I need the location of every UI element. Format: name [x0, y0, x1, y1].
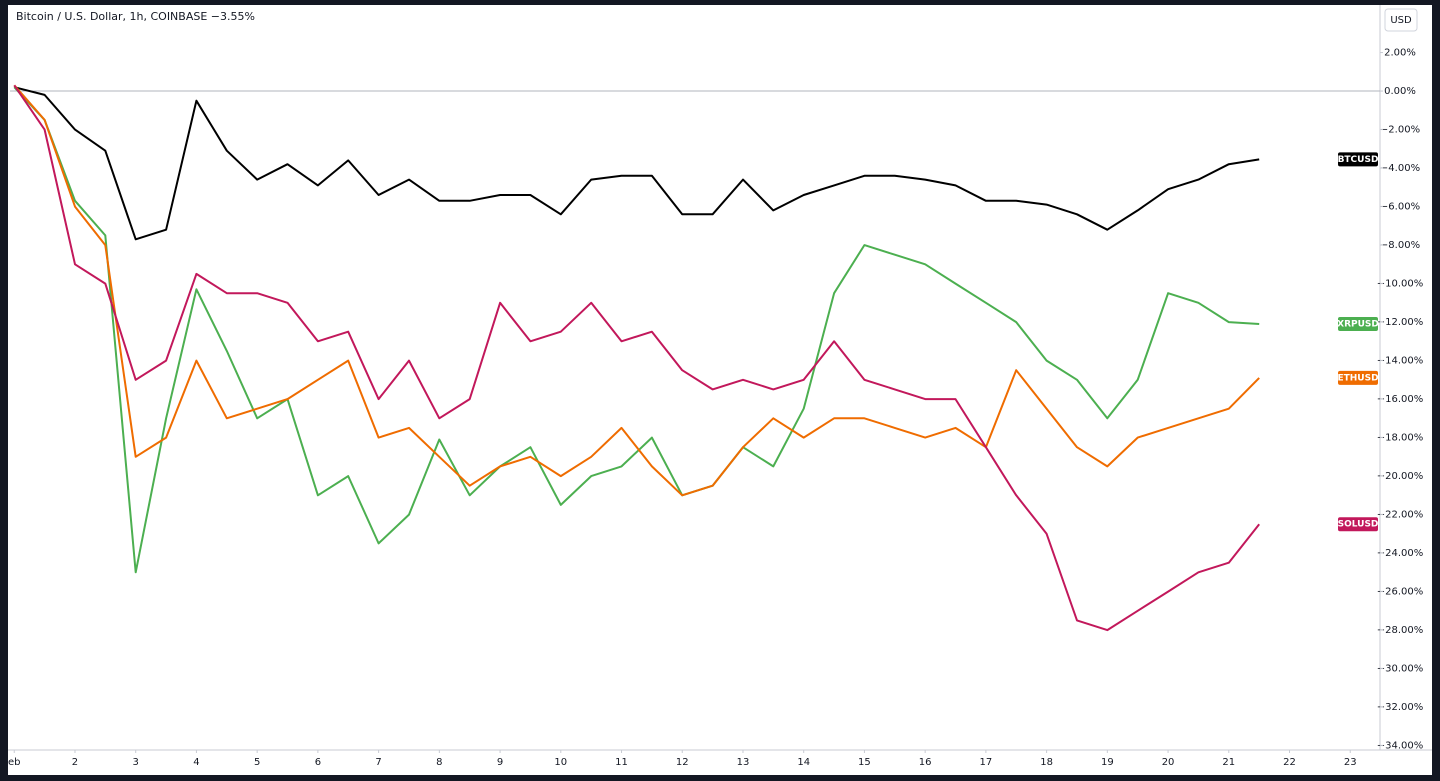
- x-tick-label: 13: [737, 757, 750, 768]
- series-tag-bg: [1338, 370, 1378, 385]
- x-tick-label: 18: [1040, 757, 1053, 768]
- chart-background: [8, 5, 1432, 775]
- y-tick-label: −18.00%: [1377, 433, 1424, 444]
- x-tick-label: 22: [1283, 757, 1296, 768]
- x-tick-label: 16: [919, 757, 932, 768]
- series-tag: ETHUSD: [1337, 373, 1378, 383]
- y-tick-label: −30.00%: [1377, 664, 1424, 675]
- y-tick-label: −32.00%: [1377, 702, 1424, 713]
- y-tick-label: −20.00%: [1377, 471, 1424, 482]
- y-tick-label: −26.00%: [1377, 587, 1424, 598]
- y-tick-label: −28.00%: [1377, 625, 1424, 636]
- series-line: [13, 84, 1260, 497]
- x-tick-label: 17: [980, 757, 993, 768]
- y-tick-label: −14.00%: [1377, 356, 1424, 367]
- x-tick-label: 9: [497, 757, 503, 768]
- y-tick-label: −10.00%: [1377, 279, 1424, 290]
- y-tick-label: −4.00%: [1380, 163, 1420, 174]
- x-tick-label: 15: [858, 757, 871, 768]
- x-tick-label: 3: [133, 757, 139, 768]
- y-tick-label: 0.00%: [1384, 86, 1416, 97]
- series-tag: BTCUSD: [1338, 155, 1379, 165]
- y-tick-label: −8.00%: [1380, 240, 1420, 251]
- x-tick-label: 21: [1222, 757, 1235, 768]
- x-tick-label: 7: [375, 757, 381, 768]
- y-tick-label: −34.00%: [1377, 741, 1424, 752]
- x-tick-label: 4: [193, 757, 199, 768]
- x-tick-label: 6: [315, 757, 321, 768]
- y-tick-label: −2.00%: [1380, 125, 1420, 136]
- x-tick-label: 23: [1344, 757, 1357, 768]
- x-tick-label: 14: [797, 757, 810, 768]
- x-tick-label: 2: [72, 757, 78, 768]
- series-tag-bg: [1338, 152, 1378, 167]
- series-tag-bg: [1338, 316, 1378, 331]
- series-tag: XRPUSD: [1337, 319, 1379, 329]
- y-tick-label: −6.00%: [1380, 202, 1420, 213]
- series-tag-bg: [1338, 517, 1378, 532]
- x-tick-label: 10: [554, 757, 567, 768]
- y-tick-label: −12.00%: [1377, 317, 1424, 328]
- x-tick-label: 8: [436, 757, 442, 768]
- y-tick-label: 2.00%: [1384, 48, 1416, 59]
- series-line: [14, 86, 1260, 241]
- series-line: [13, 84, 1260, 632]
- currency-label[interactable]: USD: [1390, 15, 1412, 26]
- x-tick-label: 20: [1162, 757, 1175, 768]
- x-tick-label: 12: [676, 757, 689, 768]
- chart-title: Bitcoin / U.S. Dollar, 1h, COINBASE −3.5…: [16, 10, 255, 23]
- y-tick-label: −24.00%: [1377, 548, 1424, 559]
- series-tag: SOLUSD: [1338, 520, 1379, 530]
- x-tick-label: 19: [1101, 757, 1114, 768]
- x-tick-label: 5: [254, 757, 260, 768]
- currency-button[interactable]: [1384, 8, 1418, 32]
- x-tick-label: eb: [8, 757, 21, 768]
- x-tick-label: 11: [615, 757, 628, 768]
- series-line: [13, 86, 1260, 574]
- y-tick-label: −22.00%: [1377, 510, 1424, 521]
- y-tick-label: −16.00%: [1377, 394, 1424, 405]
